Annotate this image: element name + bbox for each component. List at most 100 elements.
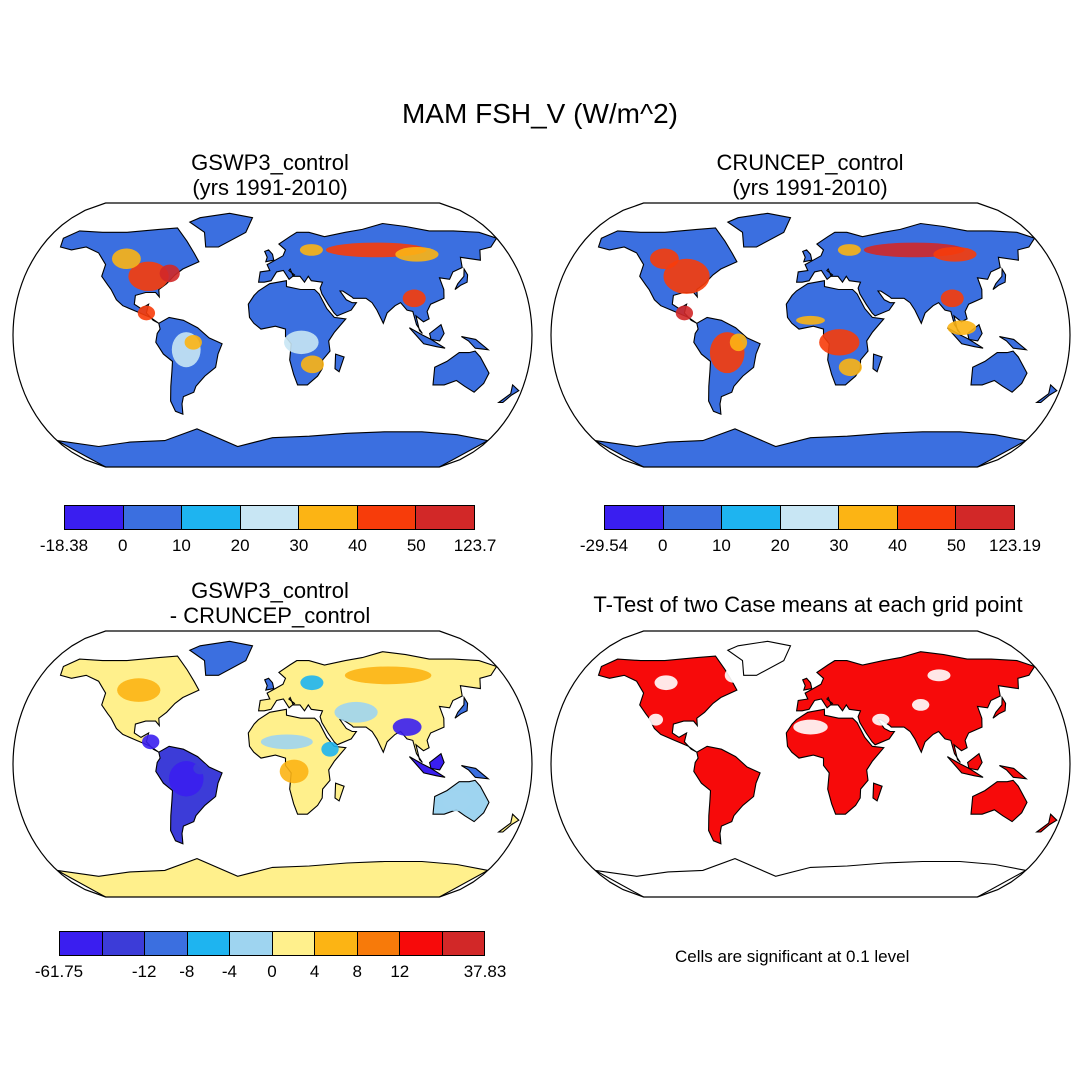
land-japan bbox=[992, 267, 1007, 290]
value-patch bbox=[300, 355, 324, 374]
map-cruncep bbox=[550, 202, 1071, 468]
colorbar-tick-label: 0 bbox=[117, 536, 128, 555]
value-patch bbox=[649, 248, 679, 269]
colorbar-tick-label: 8 bbox=[352, 962, 362, 981]
value-patch bbox=[128, 261, 169, 291]
colorbar-labels-cruncep: -29.54 0 10 20 30 40 50 123.19 bbox=[580, 536, 1041, 558]
land-borneo bbox=[966, 323, 983, 342]
value-patch bbox=[137, 305, 156, 321]
colorbar-swatch bbox=[442, 932, 484, 955]
colorbar-swatch bbox=[897, 506, 957, 529]
land-madagascar bbox=[334, 353, 345, 373]
colorbar-tick-label: 12 bbox=[390, 962, 410, 981]
panel-title-diff: GSWP3_control - CRUNCEP_control bbox=[169, 578, 371, 628]
land-antarctica bbox=[56, 428, 490, 467]
value-patch bbox=[912, 698, 930, 711]
value-patch bbox=[927, 669, 951, 682]
colorbar-tick-label: 123.7 bbox=[453, 536, 497, 555]
value-patch bbox=[819, 329, 860, 356]
colorbar-tick-label: 10 bbox=[171, 536, 191, 555]
land-antarctica bbox=[56, 858, 490, 897]
land-new-guinea bbox=[461, 335, 490, 351]
value-patch bbox=[947, 320, 977, 335]
value-patch bbox=[838, 358, 862, 377]
colorbar-swatch bbox=[272, 932, 315, 955]
colorbar-swatch bbox=[780, 506, 840, 529]
colorbar-swatch bbox=[357, 506, 417, 529]
colorbar-tick-label: 0 bbox=[267, 962, 277, 981]
panel-title-cruncep: CRUNCEP_control (yrs 1991-2010) bbox=[716, 150, 904, 200]
colorbar-swatch bbox=[400, 932, 443, 955]
colorbar-tick-label: 50 bbox=[946, 536, 966, 555]
main-title: MAM FSH_V (W/m^2) bbox=[401, 98, 679, 129]
value-patch bbox=[663, 258, 710, 294]
colorbar-labels-gswp3: -18.38 0 10 20 30 40 50 123.7 bbox=[40, 536, 496, 558]
significance-note: Cells are significant at 0.1 level bbox=[675, 947, 910, 966]
colorbar-gswp3 bbox=[64, 505, 475, 530]
land-indonesia bbox=[946, 756, 984, 778]
land-britain bbox=[801, 677, 813, 691]
value-patch bbox=[279, 759, 309, 784]
value-patch bbox=[299, 244, 323, 256]
land-australia bbox=[970, 350, 1028, 393]
colorbar-swatch bbox=[182, 506, 241, 529]
land-borneo bbox=[966, 752, 983, 771]
land-britain bbox=[801, 249, 813, 263]
value-patch bbox=[184, 335, 202, 350]
colorbar-swatch bbox=[722, 506, 781, 529]
colorbar-tick-label: 30 bbox=[289, 536, 309, 555]
colorbar-tick-label: 20 bbox=[770, 536, 790, 555]
colorbar-swatch bbox=[123, 506, 183, 529]
colorbar-tick-label: -8 bbox=[179, 962, 195, 981]
map-gswp3 bbox=[12, 202, 533, 468]
colorbar-swatch bbox=[187, 932, 230, 955]
map-diff bbox=[12, 630, 533, 898]
land-new-zealand bbox=[497, 383, 520, 404]
value-patch bbox=[654, 675, 678, 691]
colorbar-tick-label: 123.19 bbox=[989, 536, 1041, 555]
value-patch bbox=[395, 247, 439, 262]
colorbar-tick-label: 20 bbox=[230, 536, 250, 555]
value-patch bbox=[729, 333, 748, 352]
colorbar-tick-label: -12 bbox=[131, 962, 157, 981]
value-patch bbox=[933, 247, 977, 262]
colorbar-swatch bbox=[145, 932, 188, 955]
map-frame bbox=[12, 202, 533, 468]
land-greenland bbox=[726, 212, 792, 248]
land-new-zealand bbox=[1035, 383, 1058, 404]
colorbar-swatch bbox=[315, 932, 358, 955]
colorbar-swatch bbox=[663, 506, 723, 529]
colorbar-tick-label: 40 bbox=[888, 536, 908, 555]
value-patch bbox=[648, 713, 664, 726]
colorbar-tick-label: -61.75 bbox=[34, 962, 84, 981]
colorbar-swatch bbox=[839, 506, 898, 529]
land-britain bbox=[263, 677, 275, 691]
colorbar-swatch bbox=[240, 506, 300, 529]
value-patch bbox=[334, 701, 378, 723]
map-frame bbox=[12, 630, 533, 898]
land-north-america bbox=[597, 655, 738, 753]
value-patch bbox=[117, 678, 161, 702]
land-greenland bbox=[188, 640, 254, 676]
colorbar-tick-label: -18.38 bbox=[39, 536, 89, 555]
land-madagascar bbox=[872, 782, 883, 802]
value-patch bbox=[940, 289, 964, 308]
land-new-zealand bbox=[1035, 813, 1058, 833]
value-patch bbox=[724, 667, 743, 683]
value-patch bbox=[300, 675, 324, 691]
colorbar-labels-diff: -61.75 -12 -8 -4 0 4 8 12 37.83 bbox=[35, 962, 506, 984]
land-japan bbox=[454, 267, 469, 290]
land-japan bbox=[454, 695, 469, 719]
land-madagascar bbox=[872, 353, 883, 373]
land-new-zealand bbox=[497, 813, 520, 833]
value-patch bbox=[159, 264, 180, 283]
colorbar-swatch bbox=[956, 506, 1015, 529]
map-frame bbox=[550, 630, 1071, 898]
colorbar-tick-label: 0 bbox=[657, 536, 668, 555]
land-new-guinea bbox=[999, 764, 1028, 780]
colorbar-swatch bbox=[230, 932, 273, 955]
land-borneo bbox=[428, 323, 445, 342]
colorbar-tick-label: 30 bbox=[829, 536, 849, 555]
colorbar-swatch bbox=[416, 506, 475, 529]
panel-title-gswp3: GSWP3_control (yrs 1991-2010) bbox=[191, 150, 349, 200]
